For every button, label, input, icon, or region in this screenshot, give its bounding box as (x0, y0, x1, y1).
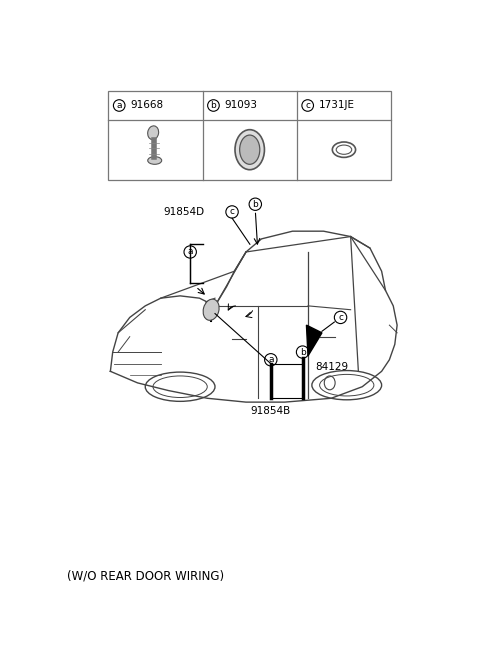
Text: 1731JE: 1731JE (319, 100, 355, 110)
Text: 91854D: 91854D (163, 207, 204, 217)
Text: 84129: 84129 (316, 362, 349, 372)
Text: b: b (211, 101, 216, 110)
Text: c: c (229, 207, 235, 216)
Text: 91668: 91668 (130, 100, 163, 110)
Bar (108, 91, 391, 180)
Text: a: a (188, 247, 193, 256)
Text: a: a (268, 356, 274, 364)
Polygon shape (306, 325, 322, 356)
Ellipse shape (148, 126, 158, 140)
Text: c: c (338, 313, 343, 322)
Text: (W/O REAR DOOR WIRING): (W/O REAR DOOR WIRING) (67, 569, 225, 583)
Ellipse shape (148, 157, 162, 164)
Text: b: b (300, 348, 305, 357)
Ellipse shape (235, 130, 264, 170)
Text: c: c (305, 101, 310, 110)
Text: b: b (252, 199, 258, 209)
Ellipse shape (203, 299, 219, 320)
Text: 91093: 91093 (224, 100, 257, 110)
Ellipse shape (240, 135, 260, 164)
Text: a: a (117, 101, 122, 110)
Text: 91854B: 91854B (251, 406, 291, 416)
